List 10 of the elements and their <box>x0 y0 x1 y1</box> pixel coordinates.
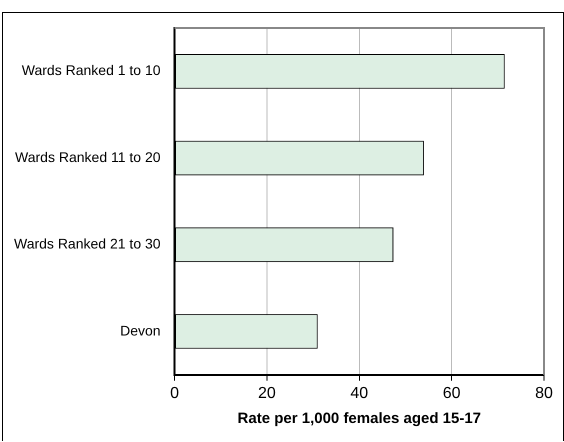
y-tick-label: Wards Ranked 1 to 10 <box>22 62 161 78</box>
x-tick-label: 40 <box>350 384 368 402</box>
x-tick-label: 0 <box>170 384 180 402</box>
x-tick-label: 20 <box>258 384 276 402</box>
x-tick-label: 60 <box>442 384 461 402</box>
y-tick-label: Devon <box>120 322 161 338</box>
y-tick-label: Wards Ranked 21 to 30 <box>14 236 161 252</box>
y-tick-label: Wards Ranked 11 to 20 <box>15 148 161 165</box>
x-tick-label: 80 <box>535 384 553 402</box>
x-axis-title: Rate per 1,000 females aged 15-17 <box>238 410 482 428</box>
